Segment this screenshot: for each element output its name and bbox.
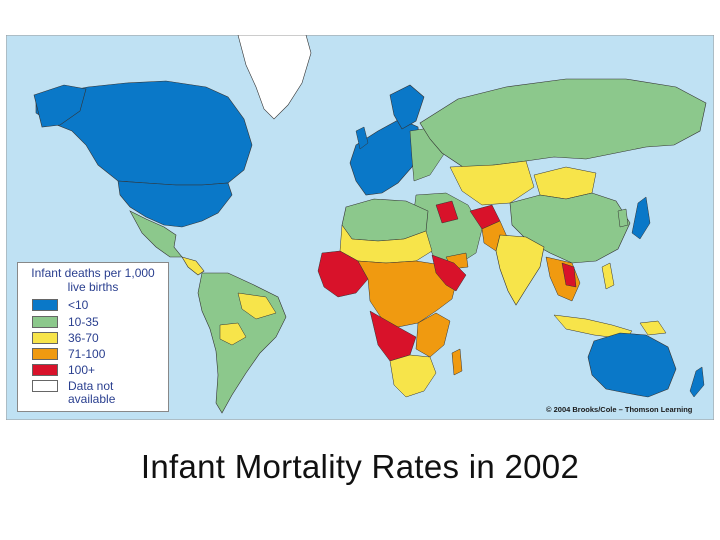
legend-swatch	[32, 380, 58, 392]
australia	[587, 332, 677, 398]
bolivia	[219, 322, 247, 346]
legend-item: 71-100	[32, 347, 105, 361]
iraq	[435, 200, 459, 224]
new-zealand	[689, 366, 705, 398]
legend-swatch	[32, 332, 58, 344]
central-america	[181, 256, 205, 276]
legend-label: 100+	[68, 362, 96, 377]
legend-label: 36-70	[68, 330, 99, 345]
alaska	[33, 84, 87, 128]
legend-label-line2: available	[68, 392, 116, 406]
legend-item: <10	[32, 298, 88, 312]
legend-swatch	[32, 299, 58, 311]
legend-item: 36-70	[32, 331, 99, 345]
legend-swatch	[32, 348, 58, 360]
legend-item: 10-35	[32, 315, 99, 329]
slide-title: Infant Mortality Rates in 2002	[140, 448, 580, 485]
korea	[617, 208, 629, 228]
india	[495, 234, 545, 306]
brazil-north	[237, 292, 277, 320]
horn-of-africa	[431, 254, 467, 292]
west-africa	[317, 250, 369, 298]
papua-new-guinea	[639, 320, 667, 336]
legend-item: Data not available	[32, 380, 115, 406]
legend-label-line1: Data not	[68, 379, 114, 393]
east-africa	[415, 312, 451, 358]
laos-cambodia	[561, 262, 577, 288]
legend: Infant deaths per 1,000 live births <10 …	[17, 262, 169, 412]
southern-africa	[389, 354, 437, 398]
uk	[355, 126, 369, 150]
kazakhstan-central-asia	[449, 160, 535, 206]
europe	[349, 118, 421, 196]
madagascar	[451, 348, 463, 376]
japan	[631, 196, 651, 240]
legend-title-line1: Infant deaths per 1,000	[31, 266, 155, 280]
legend-item: 100+	[32, 363, 95, 377]
legend-label: 71-100	[68, 346, 106, 361]
copyright-credit: © 2004 Brooks/Cole – Thomson Learning	[546, 405, 693, 414]
central-africa	[357, 260, 457, 328]
greenland	[237, 35, 312, 120]
mexico	[129, 210, 183, 258]
usa	[117, 180, 233, 228]
scandinavia	[389, 84, 425, 130]
legend-label: <10	[68, 297, 89, 312]
legend-label: 10-35	[68, 314, 99, 329]
legend-title: Infant deaths per 1,000 live births	[18, 266, 168, 294]
legend-swatch	[32, 316, 58, 328]
philippines	[601, 262, 615, 290]
legend-label: Data not available	[68, 380, 115, 406]
legend-swatch	[32, 364, 58, 376]
legend-title-line2: live births	[67, 280, 119, 294]
